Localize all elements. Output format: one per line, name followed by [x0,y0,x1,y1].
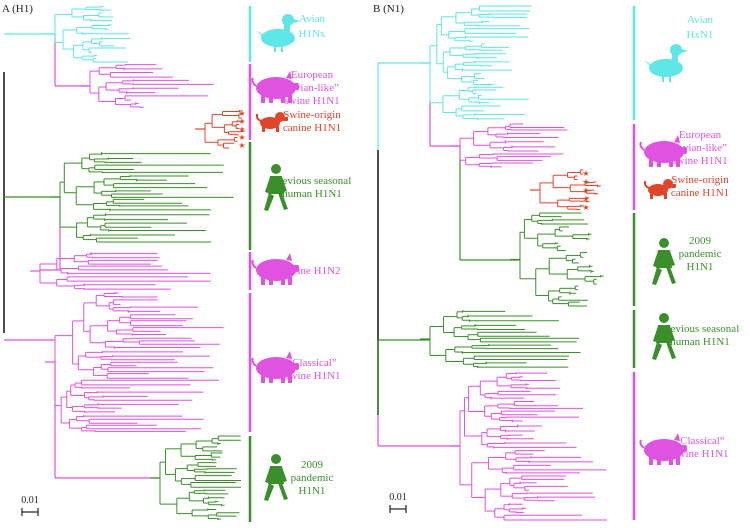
pig-icon [639,433,687,465]
tree-h1: ★★★★★ [3,6,246,520]
scale-bar-n1: 0.01 [389,492,407,513]
clade-label-human: Previous seasonal [661,323,740,335]
clade-label-avian: Avian [687,14,714,26]
host-icons-n1 [639,44,688,465]
clade-label-human: 2009 [301,459,324,471]
canine-marker-icon: ★ [238,125,245,134]
canine-marker-icon: ★ [238,133,245,142]
human-icon [652,313,676,360]
pig-icon [251,71,299,103]
scale-label-h1: 0.01 [21,495,39,506]
clade-label-human: pandemic [291,472,334,484]
canine-marker-icon: ★ [582,169,589,178]
clade-label-swine: Swine H1N1 [283,370,340,382]
duck-icon [256,14,300,52]
canine-marker-icon: ★ [582,195,589,204]
clade-label-human: H1N1 [687,261,714,273]
pig-icon [639,135,687,167]
clade-label-human: pandemic [679,248,722,260]
clade-label-human: human H1N1 [282,188,342,200]
tree-n1: ★★★★★ [377,5,608,521]
canine-marker-icon: ★ [582,186,589,195]
clade-label-human: human H1N1 [670,336,730,348]
human-icon [652,238,676,285]
human-icon [264,164,288,211]
clade-label-canine: canine H1N1 [283,122,341,134]
clade-label-canine: canine H1N1 [671,187,729,199]
canine-marker-icon: ★ [238,109,245,118]
clade-label-swine: swine H1N1 [672,155,727,167]
clade-label-canine: Swine-origin [283,109,341,121]
human-icon [264,454,288,501]
panel-title-h1: A (H1) [2,3,33,15]
canine-marker-icon: ★ [238,117,245,126]
clade-label-swine: European [679,129,722,141]
clade-label-human: H1N1 [299,485,326,497]
clade-label-avian: Avian [299,13,326,25]
dog-icon [255,112,288,132]
clade-label-swine: “Classical” [287,357,337,369]
pig-icon [251,253,299,285]
duck-icon [644,44,688,82]
scale-label-n1: 0.01 [389,492,407,503]
pig-icon [251,351,299,383]
canine-marker-icon: ★ [582,178,589,187]
canine-marker-icon: ★ [238,141,245,150]
clade-label-swine: “Classical“ [675,435,725,447]
panel-title-n1: B (N1) [373,3,404,15]
clade-label-canine: Swine-origin [671,174,729,186]
clade-label-human: 2009 [689,235,712,247]
clade-label-swine: European [291,69,334,81]
panel-n1: B (N1) ★★★★★ AvianHxN1European“avian-lik… [373,3,740,521]
clade-label-human: Previous seasonal [273,175,352,187]
panel-h1: A (H1) ★★★★★ AvianH1NxEuropean“avian-lik… [2,3,351,522]
clade-label-avian: H1Nx [299,28,326,40]
clade-label-avian: HxN1 [687,29,714,41]
clade-label-swine: swine H1N1 [284,95,339,107]
scale-bar-h1: 0.01 [21,495,39,516]
canine-marker-icon: ★ [582,203,589,212]
dog-icon [643,179,676,199]
host-icons-h1 [251,14,300,501]
